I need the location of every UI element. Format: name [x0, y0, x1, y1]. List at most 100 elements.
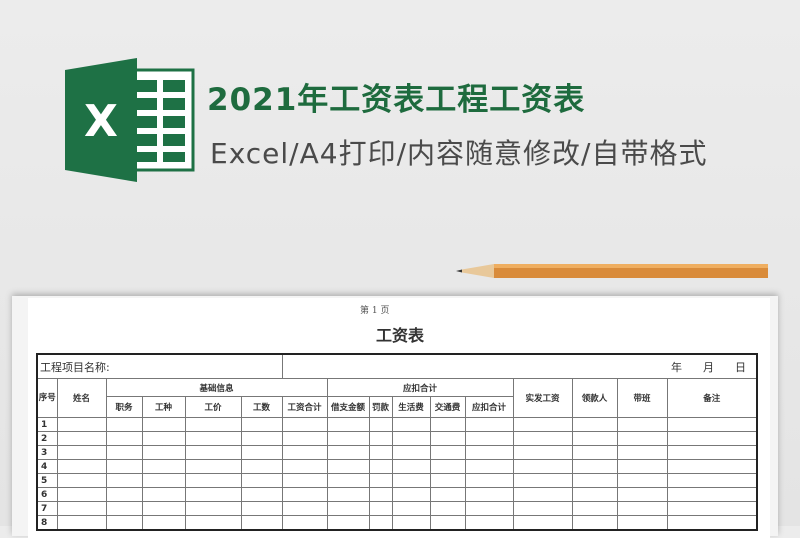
table-cell[interactable] [512, 459, 573, 474]
table-cell[interactable] [616, 417, 668, 432]
table-cell[interactable] [429, 487, 466, 502]
table-cell[interactable] [666, 417, 758, 432]
table-cell[interactable] [429, 417, 466, 432]
table-cell[interactable] [616, 515, 668, 531]
table-cell[interactable] [326, 487, 370, 502]
table-cell[interactable] [240, 501, 283, 516]
table-cell[interactable] [666, 445, 758, 460]
table-cell[interactable] [281, 445, 328, 460]
table-cell[interactable] [105, 501, 143, 516]
table-cell[interactable] [240, 417, 283, 432]
table-cell[interactable] [141, 473, 186, 488]
table-cell[interactable] [184, 487, 242, 502]
table-cell[interactable] [105, 417, 143, 432]
table-cell[interactable] [240, 459, 283, 474]
table-cell[interactable] [464, 501, 514, 516]
table-cell[interactable] [240, 431, 283, 446]
table-cell[interactable] [616, 501, 668, 516]
table-cell[interactable] [281, 431, 328, 446]
table-cell[interactable] [464, 515, 514, 531]
table-cell[interactable] [666, 459, 758, 474]
table-cell[interactable] [616, 473, 668, 488]
table-cell[interactable] [464, 473, 514, 488]
table-cell[interactable] [512, 417, 573, 432]
table-cell[interactable] [184, 459, 242, 474]
table-cell[interactable] [105, 459, 143, 474]
table-cell[interactable] [368, 445, 393, 460]
table-cell[interactable] [56, 431, 107, 446]
table-cell[interactable] [429, 431, 466, 446]
table-cell[interactable] [391, 487, 431, 502]
table-cell[interactable] [141, 515, 186, 531]
table-cell[interactable] [141, 459, 186, 474]
table-cell[interactable] [666, 431, 758, 446]
table-cell[interactable] [391, 515, 431, 531]
table-cell[interactable] [464, 445, 514, 460]
table-cell[interactable] [368, 501, 393, 516]
table-cell[interactable] [56, 417, 107, 432]
table-cell[interactable] [391, 501, 431, 516]
table-cell[interactable] [141, 487, 186, 502]
table-cell[interactable] [105, 515, 143, 531]
table-cell[interactable] [616, 445, 668, 460]
table-cell[interactable] [464, 417, 514, 432]
table-cell[interactable] [141, 431, 186, 446]
table-cell[interactable] [429, 459, 466, 474]
table-cell[interactable] [326, 515, 370, 531]
table-cell[interactable] [141, 445, 186, 460]
table-cell[interactable] [571, 417, 618, 432]
table-cell[interactable] [240, 515, 283, 531]
table-cell[interactable] [281, 417, 328, 432]
table-cell[interactable] [56, 459, 107, 474]
table-cell[interactable] [240, 445, 283, 460]
table-cell[interactable] [368, 417, 393, 432]
table-cell[interactable] [391, 459, 431, 474]
table-cell[interactable] [429, 445, 466, 460]
table-cell[interactable] [616, 487, 668, 502]
date-field[interactable]: 年 月 日 [281, 353, 758, 379]
table-cell[interactable] [184, 417, 242, 432]
table-cell[interactable] [240, 487, 283, 502]
table-cell[interactable] [368, 459, 393, 474]
table-cell[interactable] [512, 473, 573, 488]
table-cell[interactable] [326, 445, 370, 460]
table-cell[interactable] [616, 459, 668, 474]
table-cell[interactable] [391, 445, 431, 460]
table-cell[interactable] [391, 417, 431, 432]
table-cell[interactable] [429, 515, 466, 531]
table-cell[interactable] [666, 501, 758, 516]
table-cell[interactable] [571, 487, 618, 502]
table-cell[interactable] [240, 473, 283, 488]
table-cell[interactable] [571, 445, 618, 460]
table-cell[interactable] [429, 473, 466, 488]
table-cell[interactable] [56, 501, 107, 516]
table-cell[interactable] [464, 431, 514, 446]
table-cell[interactable] [326, 459, 370, 474]
table-cell[interactable] [326, 417, 370, 432]
table-cell[interactable] [326, 473, 370, 488]
table-cell[interactable] [281, 515, 328, 531]
table-cell[interactable] [512, 501, 573, 516]
table-cell[interactable] [281, 473, 328, 488]
table-cell[interactable] [368, 515, 393, 531]
table-cell[interactable] [571, 501, 618, 516]
table-cell[interactable] [281, 459, 328, 474]
table-cell[interactable] [184, 501, 242, 516]
table-cell[interactable] [429, 501, 466, 516]
table-cell[interactable] [184, 431, 242, 446]
table-cell[interactable] [368, 431, 393, 446]
table-cell[interactable] [326, 431, 370, 446]
table-cell[interactable] [571, 459, 618, 474]
table-cell[interactable] [571, 473, 618, 488]
table-cell[interactable] [105, 473, 143, 488]
table-cell[interactable] [391, 431, 431, 446]
table-cell[interactable] [56, 473, 107, 488]
table-cell[interactable] [666, 487, 758, 502]
table-cell[interactable] [326, 501, 370, 516]
table-cell[interactable] [464, 459, 514, 474]
table-cell[interactable] [184, 445, 242, 460]
table-cell[interactable] [105, 445, 143, 460]
table-cell[interactable] [512, 487, 573, 502]
table-cell[interactable] [56, 445, 107, 460]
table-cell[interactable] [281, 501, 328, 516]
